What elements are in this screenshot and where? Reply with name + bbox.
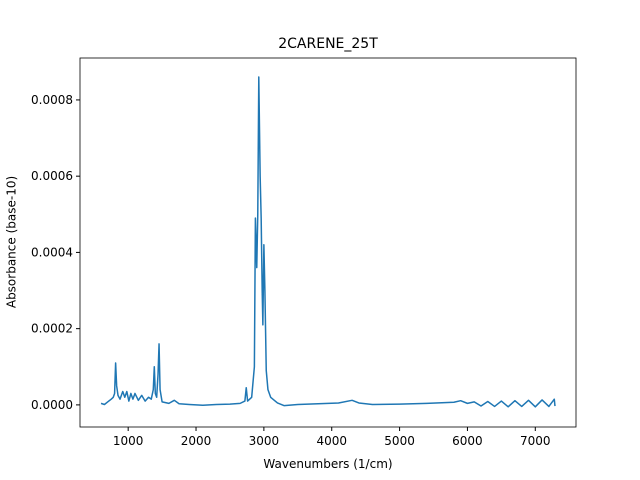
x-tick-label: 3000 [249,434,280,448]
y-tick-label: 0.0002 [31,322,73,336]
plot-frame [79,57,577,428]
x-tick-label: 6000 [452,434,483,448]
x-axis-label: Wavenumbers (1/cm) [263,457,392,471]
y-tick-label: 0.0000 [31,398,73,412]
x-tick-label: 2000 [181,434,212,448]
y-tick-label: 0.0004 [31,245,73,259]
chart-title: 2CARENE_25T [278,36,378,52]
x-tick-label: 5000 [384,434,415,448]
y-tick-label: 0.0008 [31,93,73,107]
y-axis-label: Absorbance (base-10) [5,176,19,308]
spectrum-line [100,76,556,408]
y-tick-label: 0.0006 [31,169,73,183]
x-tick-label: 4000 [316,434,347,448]
x-tick-label: 7000 [520,434,551,448]
x-tick-label: 1000 [113,434,144,448]
